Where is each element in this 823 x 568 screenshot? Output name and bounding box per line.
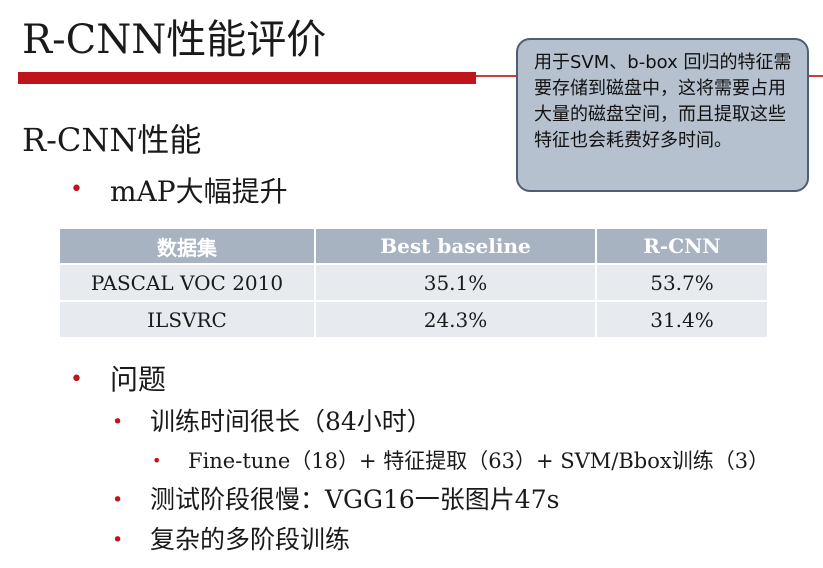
table-cell: 31.4% <box>596 300 767 337</box>
bullet-multistage-training: 复杂的多阶段训练 <box>150 525 351 554</box>
callout-box: 用于SVM、b-box 回归的特征需要存储到磁盘中，这将需要占用大量的磁盘空间，… <box>516 38 809 192</box>
bullet-marker: • <box>70 177 83 202</box>
table-header-cell: 数据集 <box>60 229 316 264</box>
table-cell: 35.1% <box>315 263 597 301</box>
table-header-row: 数据集 Best baseline R-CNN <box>60 229 767 264</box>
table-header-cell: R-CNN <box>596 229 767 264</box>
table-cell: 24.3% <box>315 300 597 337</box>
bullet-training-breakdown: Fine-tune（18）+ 特征提取（63）+ SVM/Bbox训练（3） <box>188 449 770 473</box>
table-cell: PASCAL VOC 2010 <box>60 263 316 301</box>
results-table: 数据集 Best baseline R-CNN PASCAL VOC 2010 … <box>60 229 767 337</box>
bullet-training-time: 训练时间很长（84小时） <box>150 407 432 436</box>
bullet-problems: 问题 <box>110 363 167 396</box>
title-underline-bar <box>18 72 476 84</box>
table-row: ILSVRC 24.3% 31.4% <box>60 300 767 337</box>
bullet-map-improvement: mAP大幅提升 <box>110 175 288 208</box>
bullet-marker: • <box>70 367 83 392</box>
table-cell: ILSVRC <box>60 300 316 337</box>
table-cell: 53.7% <box>596 263 767 301</box>
bullet-test-slow: 测试阶段很慢：VGG16一张图片47s <box>150 485 560 514</box>
table-row: PASCAL VOC 2010 35.1% 53.7% <box>60 263 767 301</box>
slide-title: R-CNN性能评价 <box>22 17 327 63</box>
table-header-cell: Best baseline <box>315 229 597 264</box>
bullet-marker: • <box>152 451 162 470</box>
bullet-marker: • <box>112 411 124 433</box>
section-heading: R-CNN性能 <box>22 121 202 159</box>
bullet-marker: • <box>112 529 124 551</box>
callout-text: 用于SVM、b-box 回归的特征需要存储到磁盘中，这将需要占用大量的磁盘空间，… <box>534 52 792 151</box>
bullet-marker: • <box>112 489 124 511</box>
